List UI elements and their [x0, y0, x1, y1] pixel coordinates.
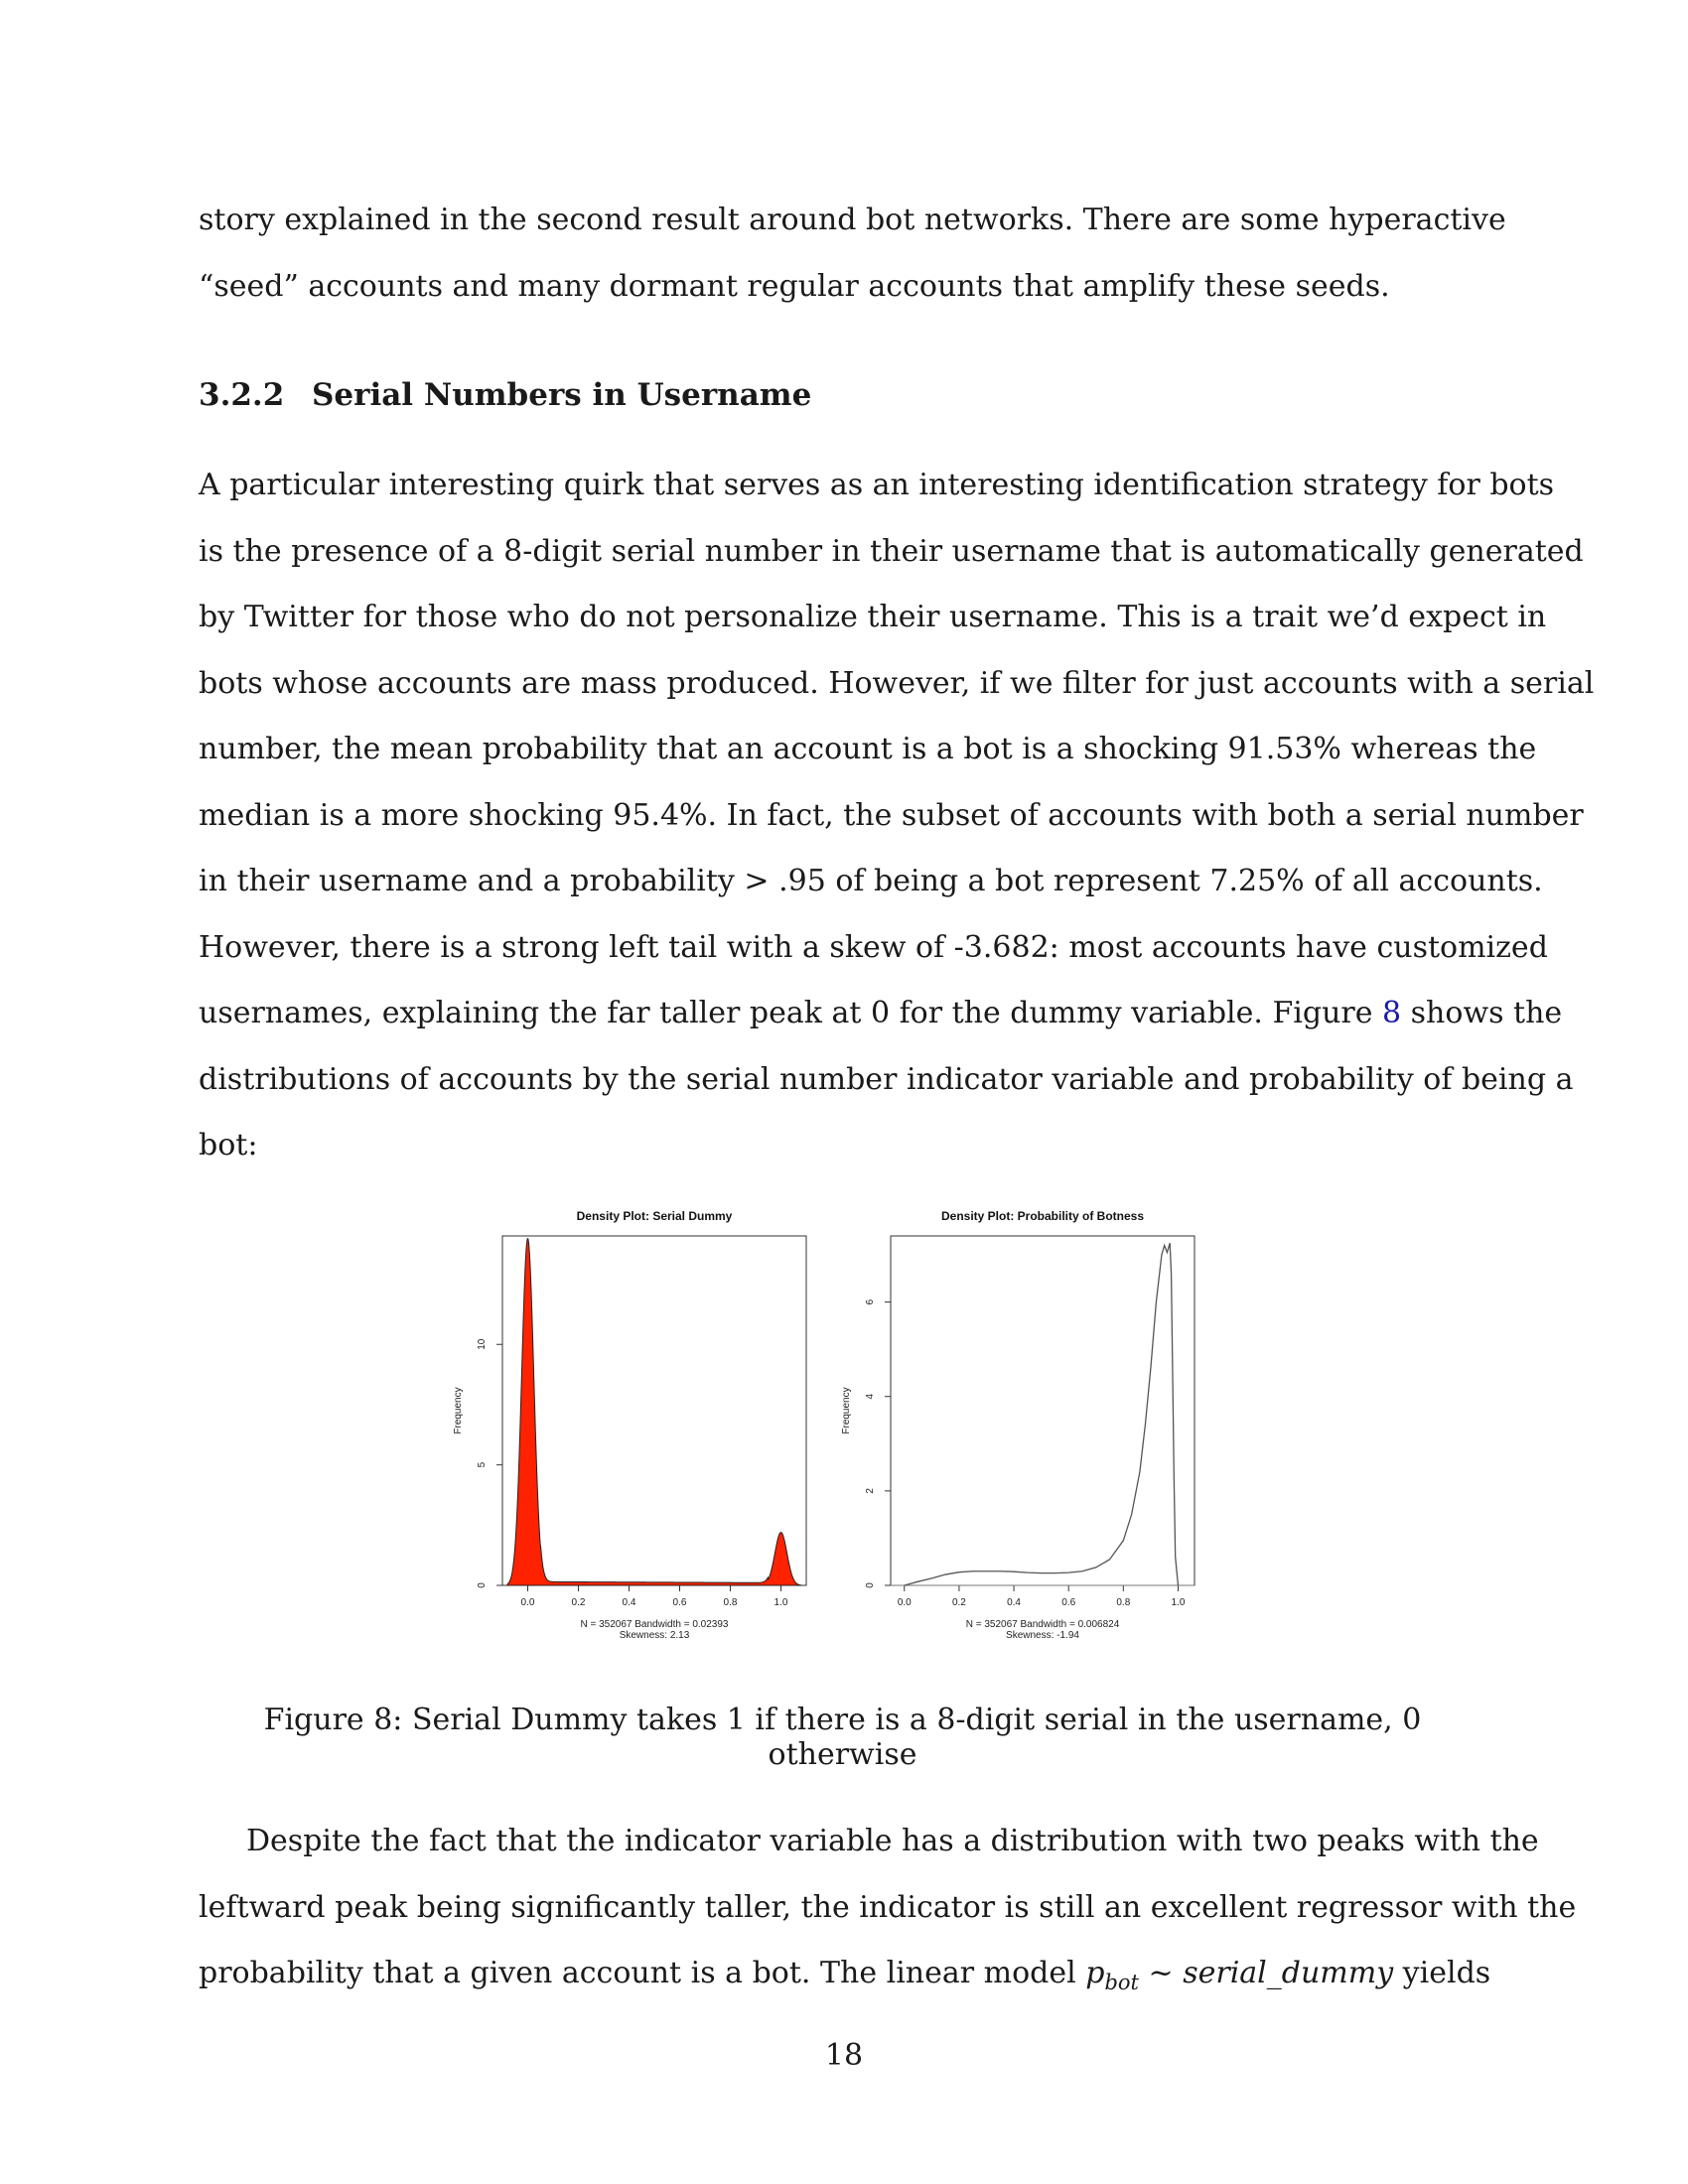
y-tick-label: 5 — [477, 1461, 488, 1467]
x-tick-label: 0.2 — [572, 1597, 586, 1608]
text-line: number, the mean probability that an acc… — [199, 732, 1537, 766]
math-subscript: bot — [1104, 1971, 1139, 1994]
x-tick-label: 0.4 — [1007, 1597, 1021, 1608]
y-tick-label: 10 — [477, 1338, 488, 1350]
text-line: median is a more shocking 95.4%. In fact… — [199, 797, 1584, 833]
text-line: “seed” accounts and many dormant regular… — [199, 268, 1390, 304]
paragraph-intro: story explained in the second result aro… — [199, 188, 1506, 320]
text-line: Despite the fact that the indicator vari… — [246, 1824, 1539, 1858]
text-line: bot: — [199, 1128, 258, 1162]
page-number: 18 — [824, 2038, 864, 2073]
chart-note: N = 352067 Bandwidth = 0.02393 — [580, 1619, 728, 1630]
y-tick-label: 2 — [865, 1488, 876, 1494]
text-line: in their username and a probability > .9… — [199, 864, 1543, 898]
y-axis-label: Frequency — [453, 1387, 464, 1433]
math-p: p — [1085, 1956, 1105, 1990]
y-tick-label: 6 — [865, 1298, 876, 1304]
chart-note: Skewness: -1.94 — [1006, 1630, 1079, 1641]
figure-8: Density Plot: Serial Dummy 0.0 0.2 0.4 0.6 0.… — [437, 1196, 1231, 1663]
math-tilde: ~ — [1138, 1956, 1184, 1990]
density-area — [506, 1237, 802, 1586]
x-tick-label: 0.6 — [1061, 1597, 1075, 1608]
section-heading: 3.2.2 Serial Numbers in Username — [199, 377, 811, 413]
y-axis-label: Frequency — [841, 1387, 852, 1433]
text-line: by Twitter for those who do not personal… — [199, 600, 1547, 634]
text-line: usernames, explaining the far taller pea… — [199, 981, 1562, 1047]
plot-frame — [501, 1235, 807, 1586]
figure-caption: Figure 8: Serial Dummy takes 1 if there … — [263, 1703, 1422, 1772]
text-fragment: usernames, explaining the far taller pea… — [199, 996, 1383, 1030]
section-title: Serial Numbers in Username — [312, 377, 812, 413]
y-tick-label: 4 — [865, 1394, 876, 1400]
text-line: However, there is a strong left tail wit… — [199, 929, 1548, 965]
x-tick-label: 1.0 — [1172, 1597, 1186, 1608]
chart-note: Skewness: 2.13 — [620, 1630, 690, 1641]
x-tick-label: 0.6 — [673, 1597, 687, 1608]
y-tick-label: 0 — [477, 1582, 488, 1588]
text-line: distributions of accounts by the serial … — [199, 1061, 1574, 1097]
density-line — [904, 1242, 1180, 1586]
paragraph-regression: Despite the fact that the indicator vari… — [199, 1809, 1577, 2016]
section-number: 3.2.2 — [199, 377, 285, 413]
text-fragment: yields — [1393, 1956, 1491, 1990]
text-line: leftward peak being significantly taller… — [199, 1889, 1577, 1925]
chart-title: Density Plot: Serial Dummy — [577, 1209, 733, 1223]
plot-frame — [890, 1235, 1196, 1586]
text-fragment: shows the — [1401, 996, 1563, 1030]
chart-note: N = 352067 Bandwidth = 0.006824 — [966, 1619, 1120, 1630]
x-tick-label: 0.4 — [623, 1597, 636, 1608]
x-tick-label: 0.0 — [521, 1597, 535, 1608]
text-fragment: probability that a given account is a bo… — [199, 1956, 1086, 1990]
text-line: story explained in the second result aro… — [199, 203, 1506, 237]
text-line: A particular interesting quirk that serv… — [199, 468, 1555, 502]
x-tick-label: 0.8 — [1116, 1597, 1130, 1608]
figure-svg: Density Plot: Serial Dummy 0.0 0.2 0.4 0.6 0.… — [453, 1209, 1196, 1641]
math-variable: serial_dummy — [1183, 1956, 1394, 1990]
x-tick-label: 0.8 — [724, 1597, 738, 1608]
figure-reference-link[interactable]: 8 — [1382, 996, 1402, 1030]
x-tick-label: 0.2 — [952, 1597, 966, 1608]
x-tick-label: 1.0 — [774, 1597, 788, 1608]
text-line: is the presence of a 8-digit serial numb… — [199, 533, 1584, 569]
paragraph-serial-numbers: A particular interesting quirk that serv… — [199, 453, 1595, 1179]
chart-title: Density Plot: Probability of Botness — [941, 1209, 1144, 1223]
x-tick-label: 0.0 — [898, 1597, 912, 1608]
text-line: probability that a given account is a bo… — [199, 1941, 1490, 2016]
y-tick-label: 0 — [865, 1582, 876, 1588]
text-line: bots whose accounts are mass produced. H… — [199, 665, 1595, 701]
